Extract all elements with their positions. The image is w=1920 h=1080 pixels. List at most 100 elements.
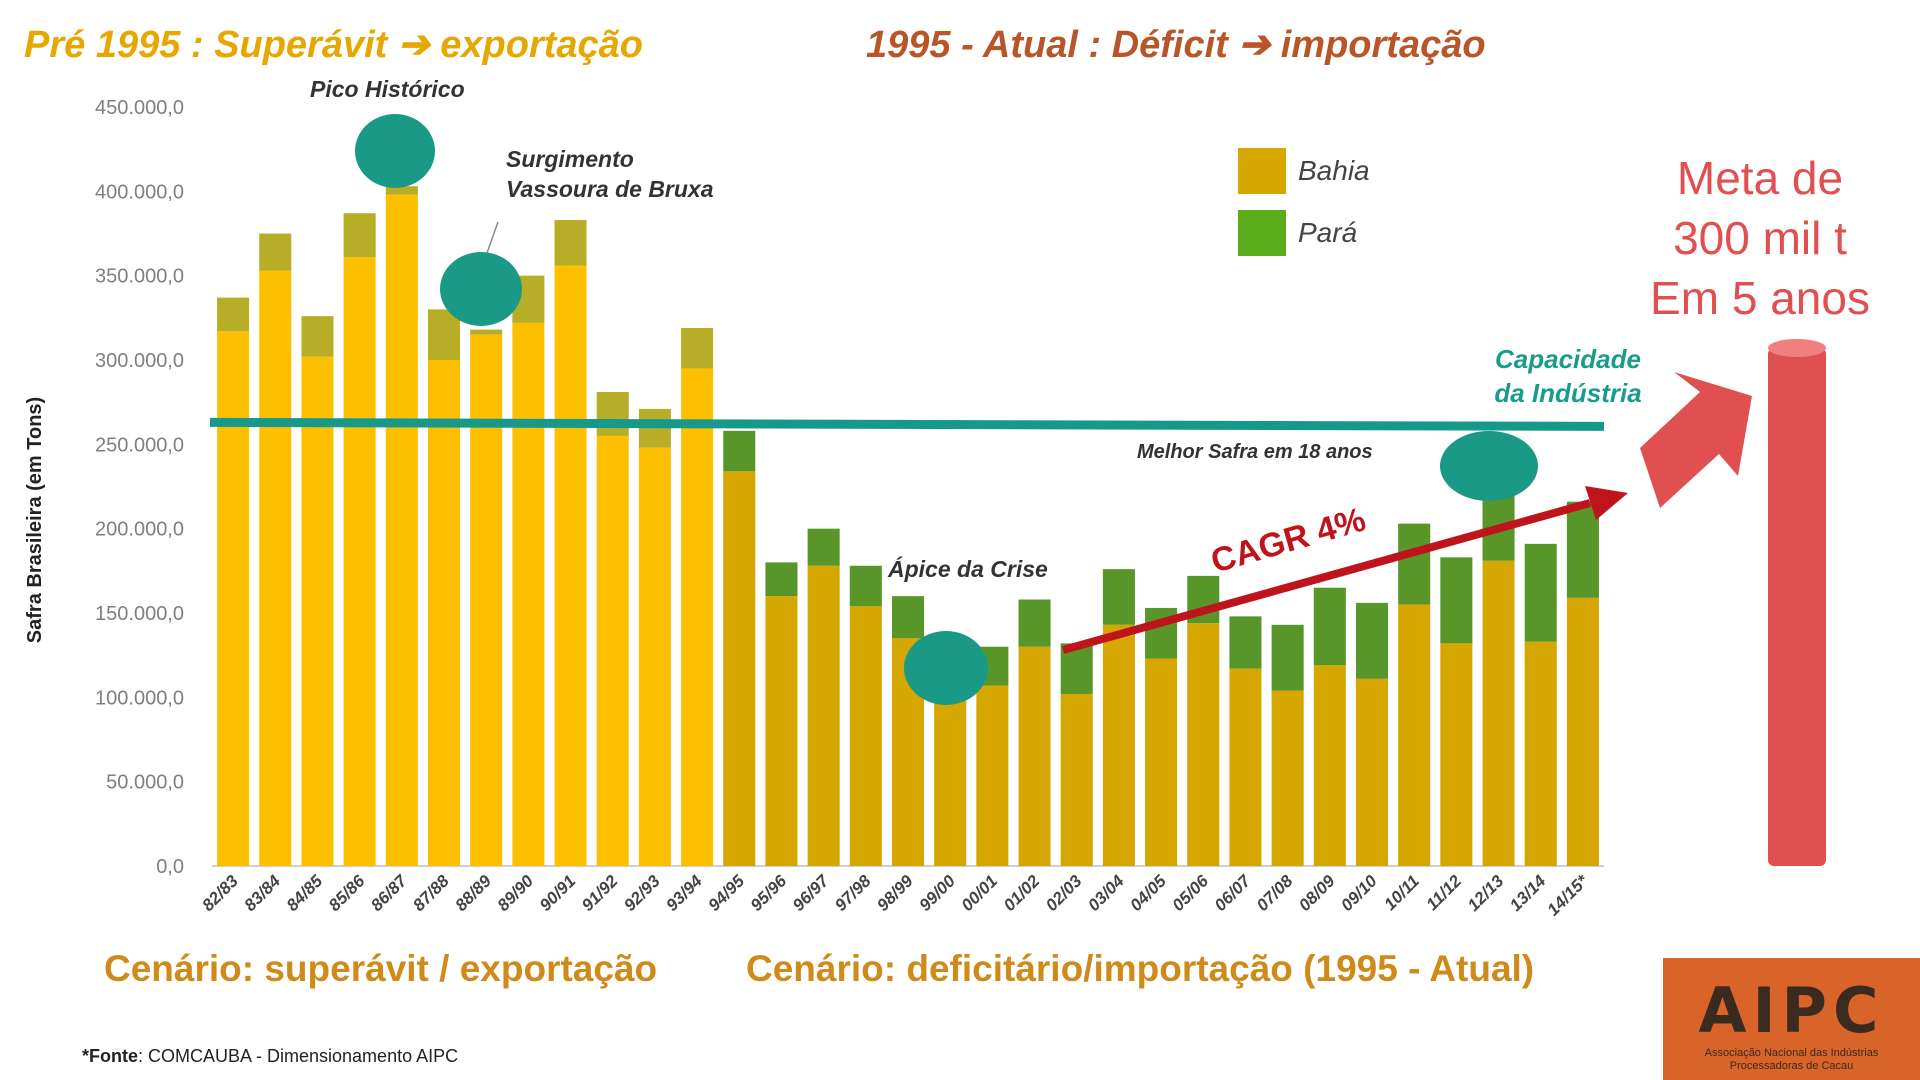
annotation-melhor-safra: Melhor Safra em 18 anos: [1137, 441, 1373, 463]
bar-bahia-9495: [723, 471, 756, 866]
bar-para-9495: [723, 430, 756, 472]
cagr-arrow-shaft: [1061, 499, 1592, 654]
scenario-right: Cenário: deficitário/importação (1995 - …: [746, 948, 1535, 989]
meta-cylinder-body: [1768, 348, 1826, 866]
aipc-logo: AIPC Associação Nacional das Indústrias …: [1663, 958, 1920, 1080]
bar-para-9293: [638, 408, 671, 448]
bar-para-8485: [301, 316, 334, 357]
x-tick-label: 03/04: [1084, 871, 1128, 915]
bar-bahia-8485: [301, 356, 334, 866]
legend-swatch-para: [1238, 210, 1286, 256]
bar-bahia-0708: [1271, 690, 1304, 866]
y-tick-label: 50.000,0: [106, 772, 184, 794]
x-tick-label: 04/05: [1126, 871, 1170, 915]
legend-label-para: Pará: [1298, 217, 1358, 248]
bar-para-9596: [765, 562, 798, 597]
bar-bahia-0405: [1145, 658, 1178, 866]
x-tick-label: 00/01: [958, 871, 1002, 915]
bar-para-0708: [1271, 624, 1304, 691]
bar-bahia-8283: [217, 331, 250, 866]
bar-para-0910: [1355, 602, 1389, 679]
bar-para-8586: [343, 213, 376, 258]
x-tick-label: 98/99: [873, 871, 917, 915]
x-tick-label: 08/09: [1295, 871, 1339, 915]
callout-line: [486, 221, 499, 254]
x-tick-label: 82/83: [198, 871, 242, 915]
meta-line-3: Em 5 anos: [1650, 272, 1870, 324]
x-tick-label: 13/14: [1506, 871, 1550, 915]
legend-item-bahia: Bahia: [1238, 148, 1370, 194]
x-tick-label: 01/02: [1000, 871, 1044, 915]
annotation-apice-da-crise: Ápice da Crise: [888, 556, 1048, 582]
bar-bahia-0203: [1060, 693, 1093, 866]
bar-bahia-9091: [554, 265, 587, 867]
bar-bahia-0102: [1018, 646, 1051, 866]
bar-para-9091: [554, 220, 587, 266]
x-tick-label: 92/93: [620, 871, 664, 915]
bar-bahia-9394: [681, 368, 714, 866]
capacity-line: [209, 417, 1605, 431]
x-tick-label: 87/88: [409, 871, 453, 915]
bar-para-9192: [596, 392, 629, 436]
annotation-surgimento: Surgimento: [506, 146, 634, 172]
bar-bahia-9596: [765, 596, 798, 866]
header-pre-1995: Pré 1995 : Superávit ➔ exportação: [24, 24, 644, 66]
x-tick-label: 93/94: [662, 871, 706, 915]
bar-bahia-1011: [1398, 604, 1431, 866]
x-tick-label: 94/95: [705, 871, 749, 915]
x-tick-label: 10/11: [1380, 871, 1423, 914]
bar-bahia-1314: [1524, 641, 1557, 866]
bar-bahia-9798: [849, 606, 882, 866]
y-tick-label: 350.000,0: [95, 266, 184, 288]
x-tick-label: 96/97: [789, 870, 834, 915]
y-tick-label: 400.000,0: [95, 181, 184, 203]
y-axis-label: Safra Brasileira (em Tons): [24, 397, 46, 643]
highlight-circle-3: [904, 631, 988, 705]
bar-bahia-9293: [638, 447, 671, 866]
annotation-vassoura-de-bruxa: Vassoura de Bruxa: [506, 176, 714, 202]
bar-para-1112: [1440, 557, 1473, 644]
y-tick-label: 200.000,0: [95, 519, 184, 541]
bar-para-0304: [1102, 569, 1135, 625]
bar-bahia-0607: [1229, 668, 1262, 866]
y-tick-label: 100.000,0: [95, 687, 184, 709]
x-tick-label: 83/84: [241, 871, 285, 915]
bar-para-0809: [1313, 587, 1346, 666]
bar-bahia-0910: [1355, 678, 1389, 866]
highlight-circle-4: [1440, 431, 1538, 501]
logo-name: AIPC: [1698, 974, 1885, 1047]
legend-swatch-bahia: [1238, 148, 1286, 194]
header-post-1995: 1995 - Atual : Déficit ➔ importação: [866, 24, 1486, 66]
bar-bahia-0809: [1313, 665, 1346, 866]
x-tick-label: 11/12: [1423, 871, 1466, 914]
bar-bahia-8687: [385, 194, 418, 866]
bar-para-9394: [681, 327, 714, 369]
logo-subtitle-2: Processadoras de Cacau: [1729, 1060, 1854, 1072]
x-tick-label: 95/96: [747, 871, 791, 915]
bar-para-0102: [1018, 599, 1051, 647]
x-tick-label: 89/90: [494, 871, 538, 915]
source-text: : COMCAUBA - Dimensionamento AIPC: [138, 1046, 459, 1066]
x-tick-label: 99/00: [915, 871, 959, 915]
bar-bahia-9900: [934, 688, 967, 866]
bar-para-1011: [1398, 523, 1431, 605]
bar-bahia-0304: [1102, 624, 1135, 866]
x-tick-label: 06/07: [1211, 870, 1256, 915]
meta-line-1: Meta de: [1676, 152, 1844, 204]
y-tick-label: 0,0: [156, 856, 184, 878]
bar-para-8687: [385, 186, 418, 195]
meta-cylinder-top: [1768, 339, 1826, 357]
annotation-capacidade: Capacidade: [1495, 344, 1641, 374]
bar-bahia-0506: [1187, 623, 1220, 866]
bar-bahia-8788: [427, 360, 461, 866]
x-tick-label: 05/06: [1169, 871, 1213, 915]
x-tick-label: 07/08: [1253, 871, 1297, 915]
x-tick-label: 86/87: [367, 870, 412, 915]
x-tick-label: 88/89: [451, 871, 495, 915]
y-tick-label: 450.000,0: [95, 97, 184, 119]
meta-arrow: [1640, 372, 1752, 508]
bar-bahia-1415: [1566, 597, 1599, 866]
bar-para-9899: [891, 596, 925, 639]
y-tick-label: 250.000,0: [95, 434, 184, 456]
y-tick-label: 150.000,0: [95, 603, 184, 625]
